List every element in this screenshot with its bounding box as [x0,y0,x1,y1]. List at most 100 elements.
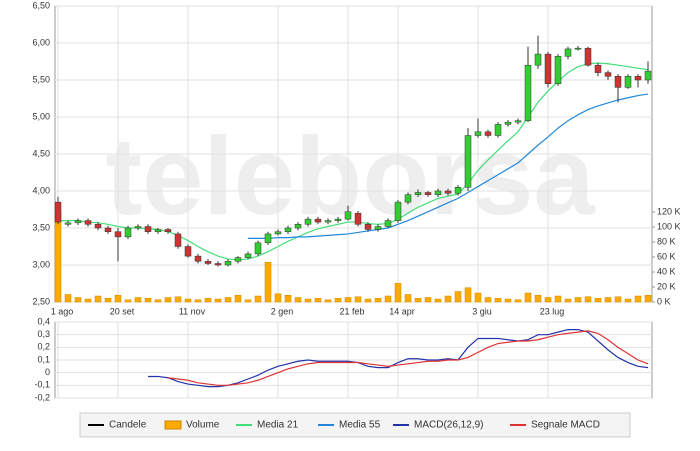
volume-bar [194,299,202,303]
x-tick-label: 23 lug [540,306,565,316]
volume-bar [604,297,612,303]
volume-bar [504,298,512,303]
volume-bar [564,298,572,303]
volume-bar [284,295,292,303]
volume-bar [314,298,322,303]
volume-bar [394,283,402,303]
candle-body [554,56,562,84]
candle-body [514,120,522,123]
volume-bar [124,299,132,303]
volume-bar [574,297,582,303]
volume-bar [164,297,172,303]
candle-body [184,246,192,257]
legend-label: Volume [186,420,220,431]
x-tick-label: 20 set [110,306,135,316]
candle-body [494,124,502,136]
candle-body [534,53,542,66]
y-tick-label: -0,2 [34,392,50,402]
volume-bar [364,298,372,303]
candle-body [474,131,482,136]
candle-body [414,192,422,195]
candle-body [254,242,262,255]
candle-body [624,76,632,88]
volume-bar [354,296,362,303]
candle-body [444,190,452,194]
x-tick-label: 21 feb [339,306,364,316]
candle-body [334,218,342,221]
volume-bar [264,262,272,303]
candle-body [294,224,302,229]
volume-bar [204,298,212,303]
candle-body [404,194,412,203]
candle-body [84,220,92,225]
candle-body [234,257,242,262]
volume-bar [424,297,432,303]
candle-body [214,263,222,266]
candle-body [274,231,282,235]
y-tick-label: 3,50 [32,222,50,232]
y-tick-label: 0,1 [37,354,50,364]
y-tick-label: 0,4 [37,316,50,326]
volume-bar [414,298,422,303]
candle-body [74,220,82,224]
volume-bar [404,294,412,303]
volume-bar [554,295,562,303]
candle-body [384,220,392,227]
candle-body [424,192,432,195]
volume-bar [184,298,192,303]
candle-body [164,229,172,232]
volume-bar [374,298,382,303]
volume-bar [74,297,82,303]
y2-tick-label: 80 K [657,236,676,246]
volume-bar [454,291,462,303]
candle-body [224,261,232,266]
y2-tick-label: 40 K [657,266,676,276]
y-tick-label: 2,50 [32,296,50,306]
candle-body [524,64,532,121]
candle-body [64,222,72,225]
volume-bar [534,295,542,303]
candle-body [484,131,492,136]
candle-body [454,187,462,194]
candle-body [154,229,162,232]
volume-bar [624,298,632,303]
candle-body [504,121,512,125]
volume-bar [644,295,652,303]
y-tick-label: -0,1 [34,380,50,390]
candle-body [54,201,62,223]
candle-body [124,227,132,238]
volume-bar [484,297,492,303]
legend-label: Media 21 [257,420,299,431]
volume-bar [254,295,262,303]
candle-body [314,218,322,223]
volume-bar [384,295,392,303]
y2-tick-label: 100 K [657,221,681,231]
candle-body [354,212,362,225]
volume-bar [304,298,312,303]
x-tick-label: 3 giu [472,306,492,316]
volume-bar [494,298,502,303]
volume-bar [584,296,592,303]
volume-bar [334,298,342,303]
legend-swatch [164,420,182,430]
volume-bar [104,298,112,303]
y-tick-label: 4,50 [32,148,50,158]
volume-bar [174,296,182,303]
candle-body [344,211,352,220]
candle-body [374,226,382,230]
legend-label: MACD(26,12,9) [414,420,483,431]
candle-body [104,227,112,232]
watermark: teleborsa [105,115,595,238]
volume-bar [614,296,622,303]
candle-body [634,76,642,81]
candle-body [364,224,372,230]
candle-body [114,231,122,238]
x-tick-label: 14 apr [389,306,415,316]
volume-bar [64,294,72,303]
y-tick-label: 0,2 [37,342,50,352]
line-series [248,93,649,239]
y-tick-label: 0,3 [37,329,50,339]
x-tick-label: 11 nov [179,306,206,316]
y-tick-label: 6,50 [32,0,50,10]
